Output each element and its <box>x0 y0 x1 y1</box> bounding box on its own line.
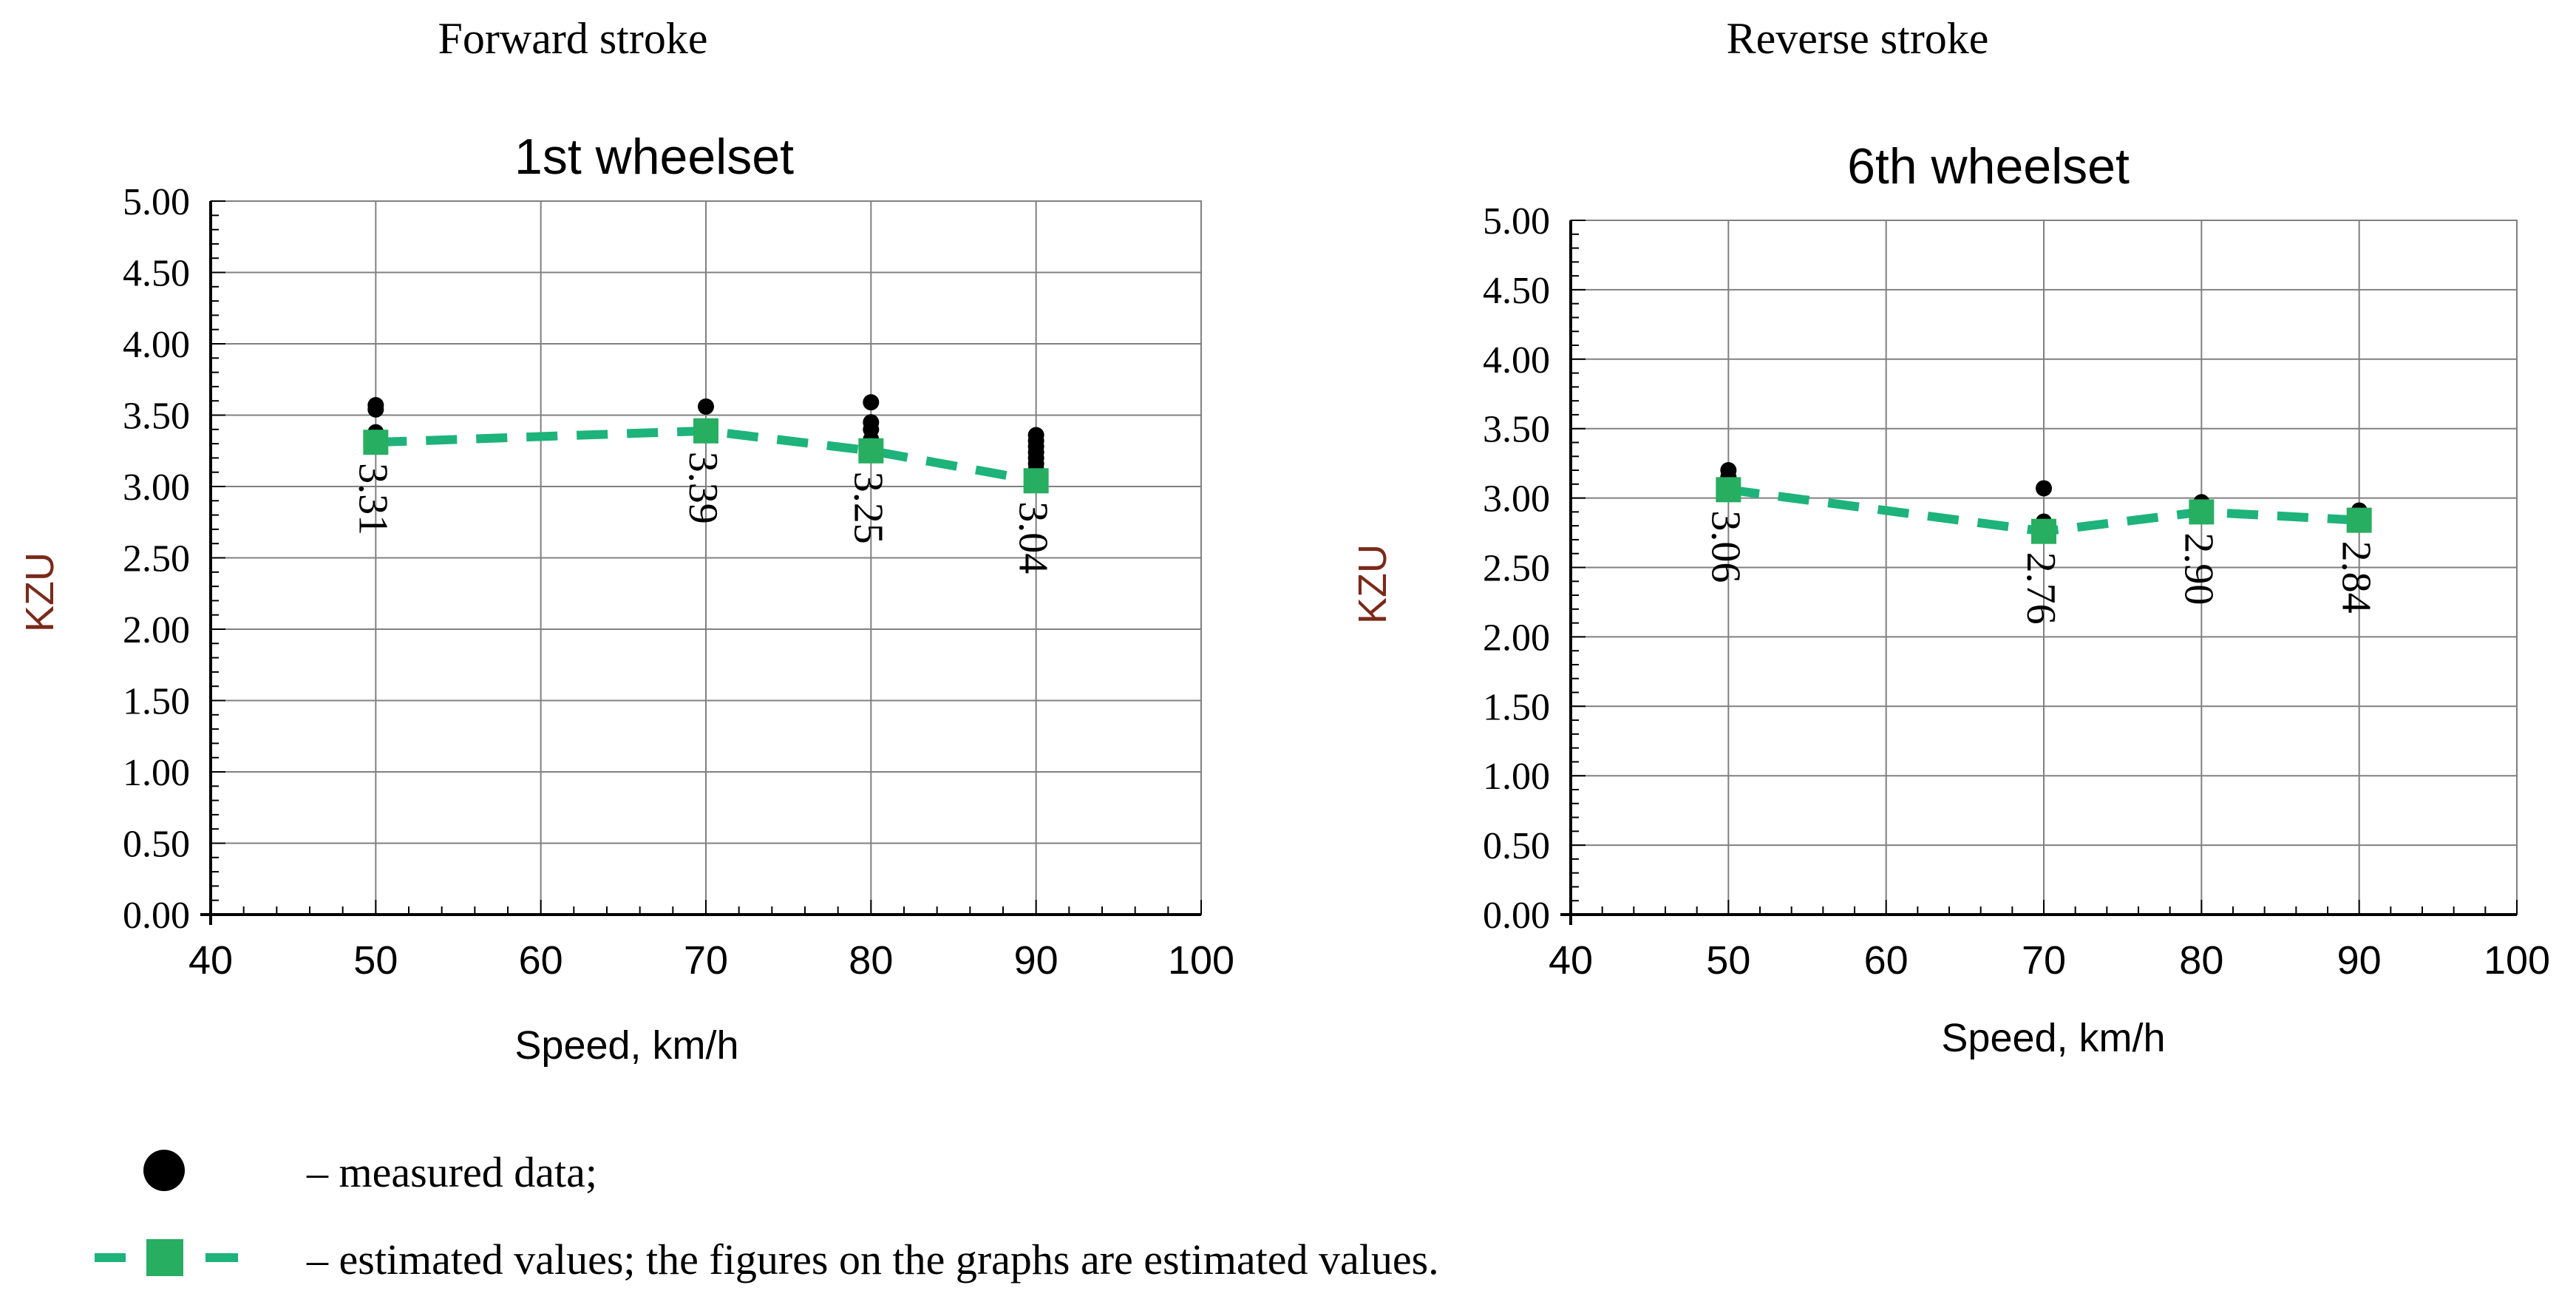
y-tick-label: 2.50 <box>123 538 190 580</box>
x-tick-label: 80 <box>2179 938 2223 983</box>
estimated-series-line <box>375 426 1037 486</box>
estimated-marker <box>363 430 389 455</box>
estimated-marker <box>693 418 718 444</box>
x-tick-label: 90 <box>2337 938 2382 983</box>
y-tick-label: 1.50 <box>123 681 190 723</box>
measured-point <box>2036 480 2052 497</box>
data-label: 3.39 <box>680 452 726 524</box>
x-tick-label: 40 <box>1549 938 1593 983</box>
chart-title: 1st wheelset <box>514 129 794 185</box>
y-tick-label: 1.00 <box>1483 756 1550 798</box>
x-axis-title: Speed, km/h <box>1941 1016 2165 1060</box>
measured-point <box>367 401 384 418</box>
data-label: 2.84 <box>2334 541 2379 614</box>
estimated-legend-symbol <box>95 1239 238 1276</box>
plot-area: 0.00 0.50 1.00 1.50 2.00 2.50 3.00 3.50 4.00 4.50… <box>123 181 1234 983</box>
estimated-marker <box>2031 518 2056 544</box>
y-tick-label: 3.00 <box>1483 478 1550 521</box>
panel-heading: Reverse stroke <box>1727 14 1989 63</box>
y-tick-label: 0.00 <box>1483 895 1550 937</box>
y-tick-label: 4.00 <box>1483 339 1550 382</box>
y-axis-title: KZU <box>1350 544 1395 624</box>
y-tick-label: 4.50 <box>1483 270 1550 312</box>
data-label: 3.25 <box>845 472 891 544</box>
data-label: 2.76 <box>2018 552 2064 625</box>
x-tick-label: 40 <box>188 938 233 983</box>
y-tick-label: 4.50 <box>123 253 190 295</box>
x-tick-label: 60 <box>519 938 563 983</box>
y-tick-label: 0.50 <box>123 824 190 866</box>
estimated-series-line <box>1727 485 2359 536</box>
y-tick-label: 3.00 <box>123 467 190 509</box>
measured-legend-marker <box>143 1150 185 1191</box>
estimated-marker <box>2346 507 2372 533</box>
estimated-legend-label: – estimated values; the figures on the g… <box>306 1235 1439 1284</box>
y-tick-label: 2.00 <box>1483 617 1550 659</box>
y-tick-label: 4.00 <box>123 324 190 366</box>
y-tick-label: 2.50 <box>1483 548 1550 590</box>
chart-panel-reverse: Reverse stroke 6th wheelset Speed, km/h … <box>1350 14 2550 1060</box>
y-tick-label: 0.50 <box>1483 825 1550 867</box>
x-axis-title: Speed, km/h <box>514 1023 738 1068</box>
x-tick-label: 50 <box>353 938 398 983</box>
x-tick-label: 100 <box>2484 938 2550 983</box>
chart-title: 6th wheelset <box>1847 138 2130 194</box>
y-tick-label: 1.00 <box>123 752 190 794</box>
x-tick-label: 100 <box>1168 938 1234 983</box>
measured-point <box>698 398 714 415</box>
data-label: 3.04 <box>1010 501 1056 574</box>
x-tick-label: 70 <box>2022 938 2066 983</box>
data-label: 3.06 <box>1702 510 1748 583</box>
y-tick-label: 1.50 <box>1483 686 1550 728</box>
estimated-marker <box>2189 499 2215 525</box>
estimated-marker <box>1023 468 1049 494</box>
x-tick-label: 80 <box>849 938 893 983</box>
estimated-marker <box>858 438 884 464</box>
x-tick-label: 50 <box>1706 938 1750 983</box>
chart-panel-forward: Forward stroke 1st wheelset Speed, km/h … <box>18 14 1234 1068</box>
data-label: 2.90 <box>2175 532 2221 605</box>
measured-legend-label: – measured data; <box>306 1148 597 1196</box>
y-tick-label: 5.00 <box>1483 200 1550 243</box>
x-tick-label: 60 <box>1864 938 1909 983</box>
estimated-marker <box>1716 477 1741 503</box>
y-axis-title: KZU <box>18 552 62 632</box>
panel-heading: Forward stroke <box>438 14 708 63</box>
x-tick-label: 70 <box>684 938 728 983</box>
x-tick-label: 90 <box>1014 938 1058 983</box>
measured-point <box>863 394 880 411</box>
y-tick-label: 3.50 <box>1483 409 1550 451</box>
y-tick-label: 0.00 <box>123 895 190 937</box>
y-tick-label: 5.00 <box>123 181 190 223</box>
data-label: 3.31 <box>350 463 395 535</box>
y-tick-label: 2.00 <box>123 609 190 651</box>
legend: – measured data; – estimated values; the… <box>95 1148 1439 1284</box>
plot-area: 0.00 0.50 1.00 1.50 2.00 2.50 3.00 3.50 4.00 4.50… <box>1483 200 2550 983</box>
y-tick-label: 3.50 <box>123 396 190 438</box>
